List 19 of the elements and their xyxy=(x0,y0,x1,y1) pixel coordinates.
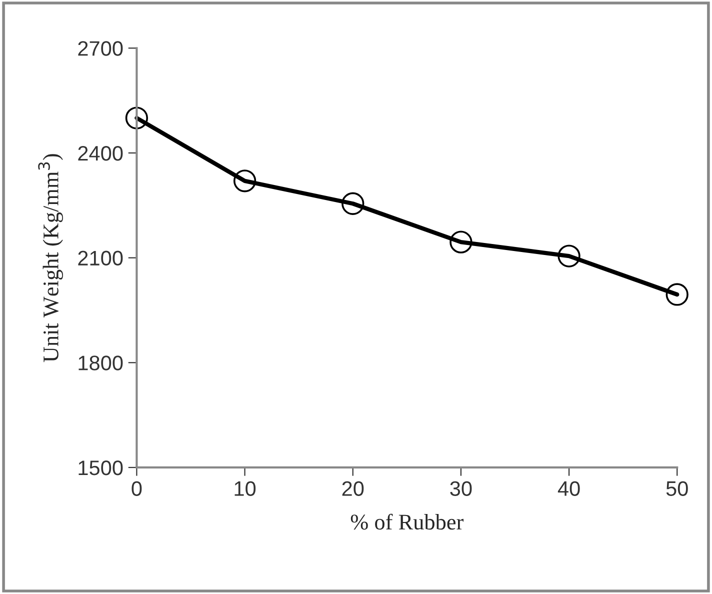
y-tick-label: 1800 xyxy=(78,356,123,370)
x-tick-label: 0 xyxy=(132,481,142,496)
x-tick-label: 30 xyxy=(450,481,472,496)
point xyxy=(558,244,580,268)
x-tick-label: 10 xyxy=(234,481,256,496)
y-axis-title: Unit Weight (Kg/mm$^{3}$) xyxy=(38,154,64,362)
x-tick-label: 40 xyxy=(558,481,580,496)
y-tick-label: 2700 xyxy=(78,41,123,56)
x-axis-title: % of Rubber xyxy=(350,514,464,530)
point xyxy=(233,170,256,192)
point xyxy=(125,106,148,130)
point xyxy=(342,192,364,215)
y-tick-label: 2100 xyxy=(78,250,123,266)
y-tick-label: 1500 xyxy=(78,460,123,476)
point xyxy=(666,283,688,306)
y-tick-label: 2400 xyxy=(78,146,123,161)
point xyxy=(450,230,472,254)
x-tick-label: 20 xyxy=(342,481,364,496)
x-tick-label: 50 xyxy=(666,481,688,496)
